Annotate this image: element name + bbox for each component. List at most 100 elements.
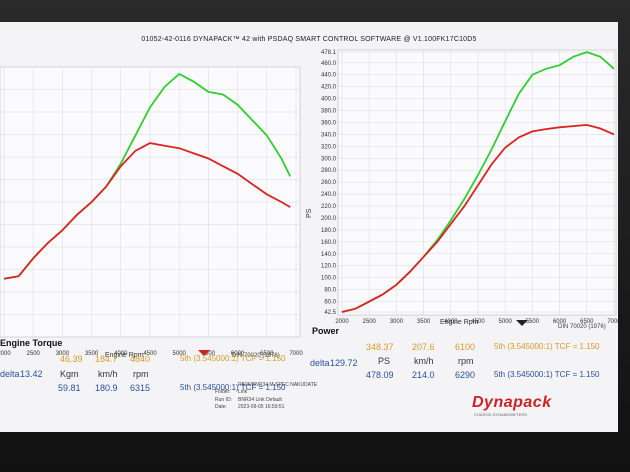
power-y-tick-label: 360.0 bbox=[321, 120, 337, 126]
power-y-tick-label: 380.0 bbox=[321, 109, 337, 115]
torque-unit-1: Kgm bbox=[60, 369, 79, 379]
torque-series-line-1 bbox=[3, 142, 291, 280]
power-chart-title: Power bbox=[312, 326, 340, 336]
power-y-tick-label: 180.0 bbox=[321, 228, 337, 234]
power-delta-label: delta bbox=[310, 358, 330, 368]
torque-x-tick-label: 3000 bbox=[56, 351, 70, 357]
torque-value-2: 180.9 bbox=[95, 383, 118, 393]
torque-gear-bottom: 5th (3.545000:1) TCF = 1.150 bbox=[180, 383, 286, 392]
torque-cursor-value-1: 46.39 bbox=[60, 354, 83, 364]
power-grid bbox=[338, 50, 616, 315]
power-y-tick-label: 240.0 bbox=[321, 192, 337, 198]
torque-cursor-value-3: 4840 bbox=[130, 354, 151, 364]
power-y-ticks: 42.5 60.0 80.0 100.0 120.0 140.0 160.0 180.0 200… bbox=[321, 50, 337, 316]
power-x-tick-label: 4000 bbox=[444, 319, 458, 325]
power-series-line-1 bbox=[341, 123, 615, 313]
torque-cursor-value-2: 184.7 bbox=[95, 354, 118, 364]
torque-delta-label: delta bbox=[0, 369, 20, 379]
power-y-tick-label: 200.0 bbox=[321, 216, 337, 222]
torque-chart-title: Engine Torque bbox=[0, 338, 62, 348]
power-value-2: 214.0 bbox=[412, 370, 435, 380]
power-y-tick-label: 100.0 bbox=[321, 276, 337, 282]
power-y-tick-label: 160.0 bbox=[321, 240, 337, 246]
power-x-tick-label: 2000 bbox=[335, 319, 349, 325]
folder-value: RB26/BNR34 M-SPEC NAKUDATE bbox=[238, 382, 318, 388]
power-y-tick-label: 80.0 bbox=[324, 288, 336, 294]
power-gear-bottom: 5th (3.545000:1) TCF = 1.150 bbox=[494, 370, 600, 379]
dynapack-logo-sub: CHASSIS DYNAMOMETERS bbox=[474, 412, 527, 417]
power-x-tick-label: 7000 bbox=[607, 319, 618, 325]
power-x-tick-label: 2500 bbox=[363, 319, 377, 325]
power-ylabel: PS bbox=[306, 208, 313, 218]
power-y-tick-label: 400.0 bbox=[321, 97, 337, 103]
torque-x-tick-label: 6000 bbox=[231, 351, 245, 357]
date-value: 2023-09-05 16:59:51 bbox=[238, 404, 285, 410]
power-y-tick-label: 440.0 bbox=[321, 73, 337, 79]
torque-x-tick-label: 5000 bbox=[173, 351, 187, 357]
power-y-tick-label: 260.0 bbox=[321, 180, 337, 186]
power-unit-3: rpm bbox=[458, 356, 474, 366]
torque-x-tick-label: 5500 bbox=[202, 351, 216, 357]
power-y-tick-label: 220.0 bbox=[321, 204, 337, 210]
power-plot-area bbox=[337, 49, 617, 316]
power-y-tick-label: 120.0 bbox=[321, 264, 337, 270]
torque-standard-label: DIN 70020 (1976) bbox=[232, 353, 280, 359]
power-y-tick-label: 60.0 bbox=[324, 300, 336, 306]
torque-curve-selector-icon[interactable] bbox=[198, 350, 210, 356]
torque-x-tick-label: 7000 bbox=[289, 351, 303, 357]
torque-x-tick-label: 4000 bbox=[114, 351, 128, 357]
power-y-tick-label: 460.0 bbox=[321, 61, 337, 67]
torque-value-3: 6315 bbox=[130, 383, 151, 393]
power-cursor-value-1: 348.37 bbox=[366, 342, 394, 352]
run-id-value: BNR34 Link Default bbox=[238, 397, 282, 403]
torque-value-1: 59.81 bbox=[58, 383, 81, 393]
folder-label: Folder: bbox=[215, 389, 231, 395]
dyno-charts: 2000 2500 3000 3500 4000 4500 5000 5500 6000 6500… bbox=[0, 49, 618, 359]
date-label: Date: bbox=[215, 404, 227, 410]
power-x-tick-label: 5000 bbox=[499, 319, 513, 325]
power-x-tick-label: 4500 bbox=[471, 319, 485, 325]
power-y-tick-label: 280.0 bbox=[321, 168, 337, 174]
power-delta-value: 129.72 bbox=[330, 358, 358, 368]
power-y-tick-label: 478.1 bbox=[321, 50, 337, 56]
dyno-screen: 01052-42-0116 DYNAPACK™ 42 with PSDAQ SM… bbox=[0, 22, 618, 432]
torque-x-ticks: 2000 2500 3000 3500 4000 4500 5000 5500 6000 6500… bbox=[0, 351, 303, 357]
torque-xlabel: Engine Rpm bbox=[105, 352, 144, 359]
torque-x-tick-label: 2500 bbox=[27, 351, 41, 357]
power-series bbox=[341, 51, 615, 313]
power-x-tick-label: 6500 bbox=[580, 319, 594, 325]
power-cursor-value-3: 6100 bbox=[455, 342, 476, 352]
torque-x-tick-label: 3500 bbox=[85, 351, 99, 357]
power-standard-label: DIN 70020 (1976) bbox=[558, 324, 606, 330]
power-xlabel: Engine Rpm bbox=[440, 319, 479, 326]
power-x-tick-label: 5500 bbox=[526, 319, 540, 325]
power-x-tick-label: 3500 bbox=[417, 319, 431, 325]
run-id-label: Run ID: bbox=[215, 397, 232, 403]
torque-gear-top: 5th (3.545000:1) TCF = 1.150 bbox=[180, 354, 286, 363]
power-y-tick-label: 320.0 bbox=[321, 144, 337, 150]
torque-unit-3: rpm bbox=[133, 369, 149, 379]
power-value-3: 6290 bbox=[455, 370, 476, 380]
power-unit-2: km/h bbox=[414, 356, 434, 366]
power-value-1: 478.09 bbox=[366, 370, 394, 380]
torque-x-tick-label: 2000 bbox=[0, 351, 11, 357]
power-gear-top: 5th (3.545000:1) TCF = 1.150 bbox=[494, 342, 600, 351]
power-y-tick-label: 420.0 bbox=[321, 85, 337, 91]
folder-value-2: Link bbox=[238, 389, 248, 395]
power-y-tick-label: 300.0 bbox=[321, 156, 337, 162]
power-y-tick-label: 42.5 bbox=[324, 310, 336, 316]
power-x-ticks: 2000 2500 3000 3500 4000 4500 5000 5500 6000 6500… bbox=[335, 319, 618, 325]
torque-x-tick-label: 4500 bbox=[143, 351, 157, 357]
power-y-tick-label: 340.0 bbox=[321, 132, 337, 138]
power-x-tick-label: 6000 bbox=[553, 319, 567, 325]
torque-x-tick-label: 6500 bbox=[260, 351, 274, 357]
torque-series bbox=[3, 72, 292, 280]
power-y-tick-label: 140.0 bbox=[321, 252, 337, 258]
torque-delta-value: 13.42 bbox=[20, 369, 43, 379]
power-x-tick-label: 3000 bbox=[390, 319, 404, 325]
torque-grid bbox=[0, 66, 300, 338]
power-curve-selector-icon[interactable] bbox=[516, 320, 528, 326]
power-cursor-value-2: 207.6 bbox=[412, 342, 435, 352]
torque-unit-2: km/h bbox=[98, 369, 118, 379]
window-title: 01052-42-0116 DYNAPACK™ 42 with PSDAQ SM… bbox=[141, 36, 477, 43]
